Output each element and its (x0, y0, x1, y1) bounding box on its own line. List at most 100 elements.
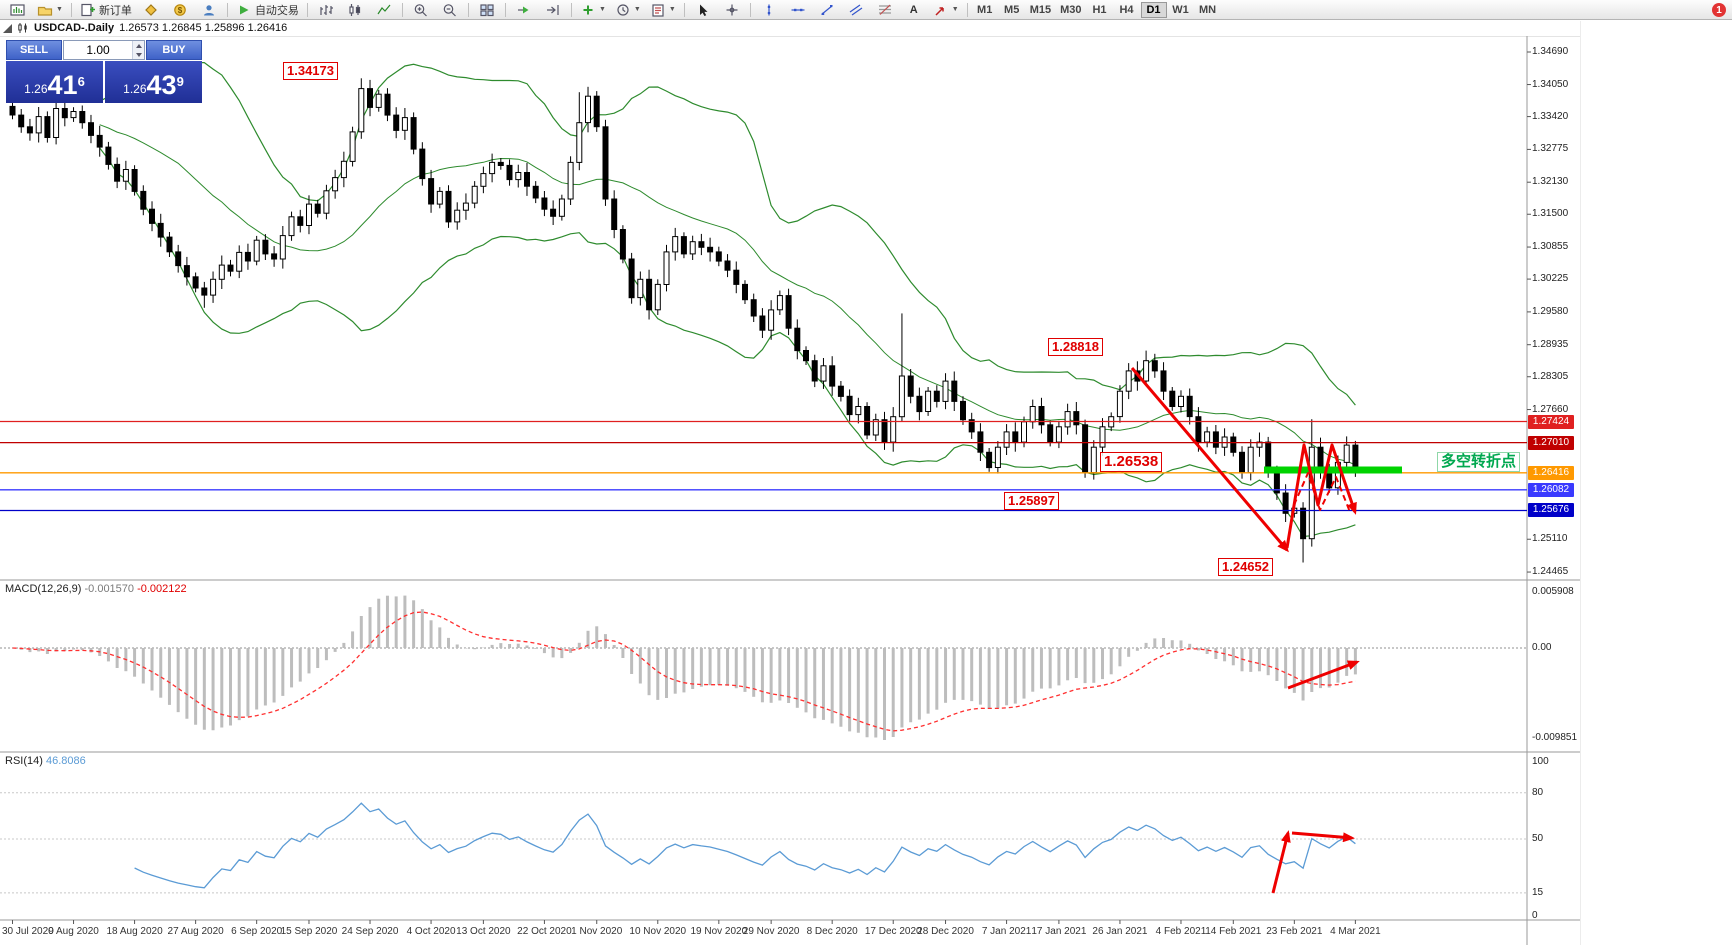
candlestick-mode-button[interactable] (341, 0, 369, 20)
chart-shift-button[interactable] (539, 0, 567, 20)
templates-button[interactable]: ▼ (646, 0, 680, 20)
tile-windows-button[interactable] (473, 0, 501, 20)
candle-body (44, 116, 51, 138)
candle-body (166, 236, 173, 253)
rsi-line[interactable] (134, 802, 1356, 889)
dashed-zigzag-arrow[interactable] (1293, 472, 1351, 513)
candle-body (401, 117, 408, 131)
toolbar-separator (504, 2, 506, 17)
trend-arrow[interactable] (1291, 831, 1355, 843)
candle-body (933, 390, 940, 402)
trend-arrow[interactable] (1287, 660, 1360, 690)
periods-button[interactable]: ▼ (611, 0, 645, 20)
candle-body (489, 161, 496, 175)
candle-body (428, 178, 435, 205)
candle-body (1230, 436, 1237, 453)
candle-body (210, 278, 217, 296)
arrows-tool-button[interactable]: ▼ (929, 0, 963, 20)
candle-body (698, 241, 705, 248)
buy-price-display[interactable]: 1.26 43 9 (105, 61, 202, 103)
timeframe-m15[interactable]: M15 (1026, 2, 1055, 18)
candle-body (750, 299, 757, 317)
candle-body (593, 95, 600, 128)
trend-arrow[interactable] (1285, 443, 1357, 549)
candle-body (1143, 360, 1150, 382)
vertical-line-button[interactable] (755, 0, 783, 20)
volume-decrease-button[interactable] (133, 50, 144, 59)
macd-value-signal: -0.002122 (137, 583, 187, 595)
volume-increase-button[interactable] (133, 41, 144, 50)
candle-body (829, 365, 836, 387)
chevron-down-icon: ▼ (633, 6, 641, 13)
notification-badge[interactable]: 1 (1712, 3, 1726, 17)
new-chart-button[interactable] (4, 0, 32, 20)
fibonacci-button[interactable] (871, 0, 899, 20)
timeframe-m1[interactable]: M1 (972, 2, 998, 18)
crosshair-button[interactable] (718, 0, 746, 20)
volume-input[interactable] (64, 42, 132, 58)
candle-body (890, 416, 897, 443)
chart-title-symbol: USDCAD-.Daily (34, 22, 115, 34)
auto-scroll-button[interactable] (510, 0, 538, 20)
new-order-button[interactable]: 新订单 (76, 0, 136, 20)
macd-signal-line[interactable] (12, 611, 1356, 732)
candle-body (585, 95, 591, 124)
candle-body (1038, 406, 1045, 426)
line-chart-mode-button[interactable] (370, 0, 398, 20)
bollinger-middle-band[interactable] (99, 124, 1356, 466)
bar-chart-mode-button[interactable] (312, 0, 340, 20)
sell-button[interactable]: SELL (6, 40, 62, 60)
timeframe-h1[interactable]: H1 (1087, 2, 1113, 18)
candle-body (288, 216, 295, 237)
timeframe-w1[interactable]: W1 (1168, 2, 1194, 18)
timeframe-m30[interactable]: M30 (1056, 2, 1085, 18)
timeframe-m5[interactable]: M5 (999, 2, 1025, 18)
accounts-button[interactable] (195, 0, 223, 20)
candle-body (803, 350, 809, 362)
candle-body (157, 222, 164, 238)
candle-body (1247, 446, 1254, 474)
macd-name: MACD(12,26,9) (5, 583, 82, 595)
zoom-out-button[interactable] (436, 0, 464, 20)
candle-body (175, 251, 182, 267)
timeframe-d1[interactable]: D1 (1140, 1, 1167, 18)
candle-body (881, 419, 888, 443)
horizontal-line-button[interactable] (784, 0, 812, 20)
timeframe-h4[interactable]: H4 (1114, 2, 1140, 18)
toolbar-separator (570, 2, 572, 17)
autotrading-button[interactable]: 自动交易 (232, 0, 303, 20)
profiles-button[interactable]: ▼ (33, 0, 67, 20)
candle-body (1021, 421, 1027, 443)
trend-arrow[interactable] (1130, 367, 1289, 553)
zoom-in-button[interactable] (407, 0, 435, 20)
candle-body (846, 395, 853, 416)
macd-value-main: -0.001570 (84, 583, 135, 595)
candle-body (419, 148, 426, 180)
deposit-funds-button[interactable]: $ (166, 0, 194, 20)
sell-price-display[interactable]: 1.26 41 6 (6, 61, 103, 103)
candle-body (680, 236, 687, 255)
chart-canvas[interactable] (0, 36, 1580, 945)
favorites-button[interactable] (137, 0, 165, 20)
text-button[interactable]: A (909, 3, 918, 16)
candle-body (1003, 431, 1010, 448)
candle-body (88, 122, 94, 136)
candle-body (837, 385, 844, 397)
bollinger-upper-band[interactable] (99, 61, 1356, 406)
timeframe-mn[interactable]: MN (1195, 2, 1221, 18)
bollinger-lower-band[interactable] (99, 147, 1356, 538)
candle-body (515, 172, 522, 181)
candle-body (79, 111, 86, 124)
indicators-button[interactable]: ▼ (576, 0, 610, 20)
cursor-button[interactable] (689, 0, 717, 20)
equidistant-channel-button[interactable] (842, 0, 870, 20)
buy-button[interactable]: BUY (146, 40, 202, 60)
candle-body (297, 216, 304, 226)
candle-body (1160, 370, 1167, 392)
trend-arrow[interactable] (1271, 830, 1291, 894)
candle-body (715, 251, 722, 262)
candle-body (253, 239, 260, 262)
candle-body (855, 406, 862, 416)
trendline-button[interactable] (813, 0, 841, 20)
